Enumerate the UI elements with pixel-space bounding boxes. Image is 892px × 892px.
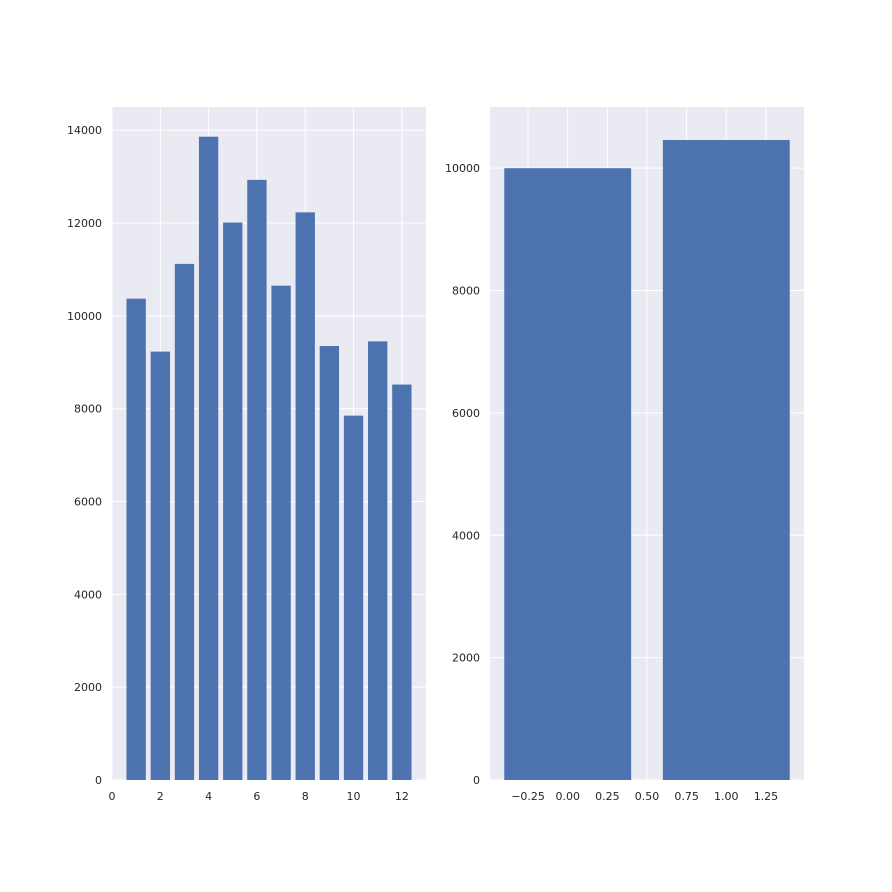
y-tick-label: 2000 (452, 652, 480, 665)
bar (223, 222, 243, 781)
bar (319, 346, 340, 780)
y-tick-label: 4000 (452, 529, 480, 542)
left-chart: 0 2000 4000 6000 8000 10000 12000 14000 0 2 4 6 8 10 1… (67, 107, 426, 803)
x-tick-label: 10 (347, 790, 361, 803)
bar (368, 341, 388, 780)
x-tick-label: 0.00 (555, 790, 580, 803)
bar (150, 351, 170, 780)
y-tick-label: 12000 (67, 217, 102, 230)
bar (126, 298, 146, 780)
bar (504, 168, 632, 780)
x-tick-label: 0.75 (674, 790, 699, 803)
bar (392, 384, 412, 780)
x-tick-label: 1.25 (754, 790, 779, 803)
x-tick-label: 0.25 (595, 790, 620, 803)
x-tick-label: 1.00 (714, 790, 739, 803)
bar (271, 285, 291, 780)
y-tick-label: 10000 (445, 162, 480, 175)
y-tick-label: 0 (473, 774, 480, 787)
x-tick-label: 2 (157, 790, 164, 803)
x-tick-label: 4 (205, 790, 212, 803)
x-tick-label: 8 (302, 790, 309, 803)
y-tick-label: 2000 (74, 681, 102, 694)
y-tick-label: 6000 (74, 496, 102, 509)
bar (343, 415, 364, 780)
y-tick-label: 8000 (74, 403, 102, 416)
y-tick-label: 10000 (67, 310, 102, 323)
bar (198, 136, 219, 780)
x-tick-label: 0 (109, 790, 116, 803)
x-tick-label: 12 (395, 790, 409, 803)
bar (247, 179, 267, 781)
bar (295, 212, 315, 780)
x-tick-label: 0.50 (635, 790, 660, 803)
y-tick-label: 0 (95, 774, 102, 787)
right-chart: 0 2000 4000 6000 8000 10000 −0.25 0.00 0.25 0.50 0… (445, 107, 804, 803)
y-tick-label: 6000 (452, 407, 480, 420)
bar (662, 140, 790, 780)
y-tick-label: 14000 (67, 124, 102, 137)
x-tick-label: −0.25 (511, 790, 545, 803)
bar (174, 263, 195, 780)
x-tick-label: 6 (253, 790, 260, 803)
y-tick-label: 8000 (452, 285, 480, 298)
y-tick-label: 4000 (74, 588, 102, 601)
